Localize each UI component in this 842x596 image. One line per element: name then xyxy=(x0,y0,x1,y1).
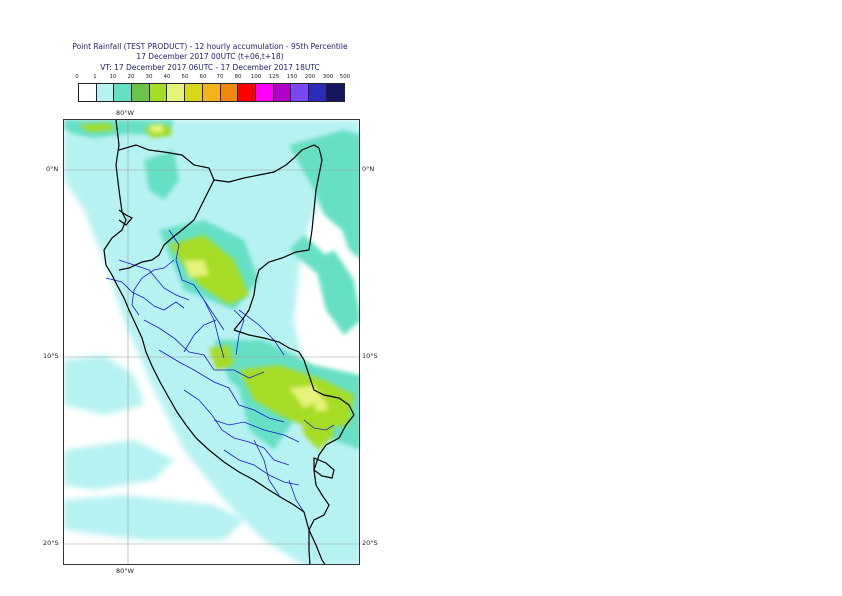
legend-swatch-1 xyxy=(96,84,115,101)
region-borders xyxy=(105,229,335,513)
legend-swatch-13 xyxy=(308,84,327,101)
rainfall-field-light xyxy=(64,120,359,564)
legend-label-50: 50 xyxy=(181,74,189,80)
legend-swatch-14 xyxy=(326,84,345,101)
lat-label-10-left: 10°S xyxy=(43,352,59,360)
legend-label-150: 150 xyxy=(286,74,298,80)
legend-labels: 0 1 10 20 30 40 50 60 70 80 100 125 150 … xyxy=(66,74,366,82)
legend-swatch-0 xyxy=(79,84,97,101)
legend-label-10: 10 xyxy=(109,74,117,80)
legend-label-80: 80 xyxy=(234,74,242,80)
map-valid-time: VT: 17 December 2017 06UTC - 17 December… xyxy=(100,63,320,72)
legend-label-300: 300 xyxy=(322,74,334,80)
legend-label-30: 30 xyxy=(145,74,153,80)
lat-label-20-left: 20°S xyxy=(43,539,59,547)
lat-label-20-right: 20°S xyxy=(362,539,378,547)
lon-label-top: 80°W xyxy=(116,109,134,117)
legend-swatch-10 xyxy=(255,84,274,101)
legend-label-500: 500 xyxy=(339,74,351,80)
legend-label-40: 40 xyxy=(163,74,171,80)
graticule xyxy=(64,120,359,564)
legend-label-60: 60 xyxy=(199,74,207,80)
legend-swatch-8 xyxy=(220,84,239,101)
legend-label-0: 0 xyxy=(75,74,79,80)
legend-swatch-3 xyxy=(132,84,150,101)
map-title: Point Rainfall (TEST PRODUCT) - 12 hourl… xyxy=(72,42,348,51)
legend-label-70: 70 xyxy=(216,74,224,80)
legend-swatch-6 xyxy=(185,84,203,101)
legend-label-1: 1 xyxy=(93,74,97,80)
legend-color-bar xyxy=(78,83,346,102)
legend-swatch-9 xyxy=(238,84,256,101)
rainfall-map xyxy=(63,119,360,565)
legend-swatch-4 xyxy=(149,84,168,101)
map-base-time: 17 December 2017 00UTC (t+06,t+18) xyxy=(136,52,284,61)
legend-label-125: 125 xyxy=(268,74,280,80)
legend-label-20: 20 xyxy=(127,74,135,80)
lat-label-10-right: 10°S xyxy=(362,352,378,360)
lon-label-bottom: 80°W xyxy=(116,567,134,575)
legend-label-100: 100 xyxy=(250,74,262,80)
legend-swatch-7 xyxy=(202,84,221,101)
legend-swatch-11 xyxy=(273,84,292,101)
legend-label-200: 200 xyxy=(304,74,316,80)
map-canvas xyxy=(64,120,359,564)
legend-swatch-2 xyxy=(114,84,133,101)
legend-swatch-12 xyxy=(291,84,309,101)
lat-label-0-right: 0°N xyxy=(362,165,375,173)
legend-swatch-5 xyxy=(167,84,186,101)
lat-label-0-left: 0°N xyxy=(46,165,59,173)
country-borders xyxy=(103,120,355,564)
